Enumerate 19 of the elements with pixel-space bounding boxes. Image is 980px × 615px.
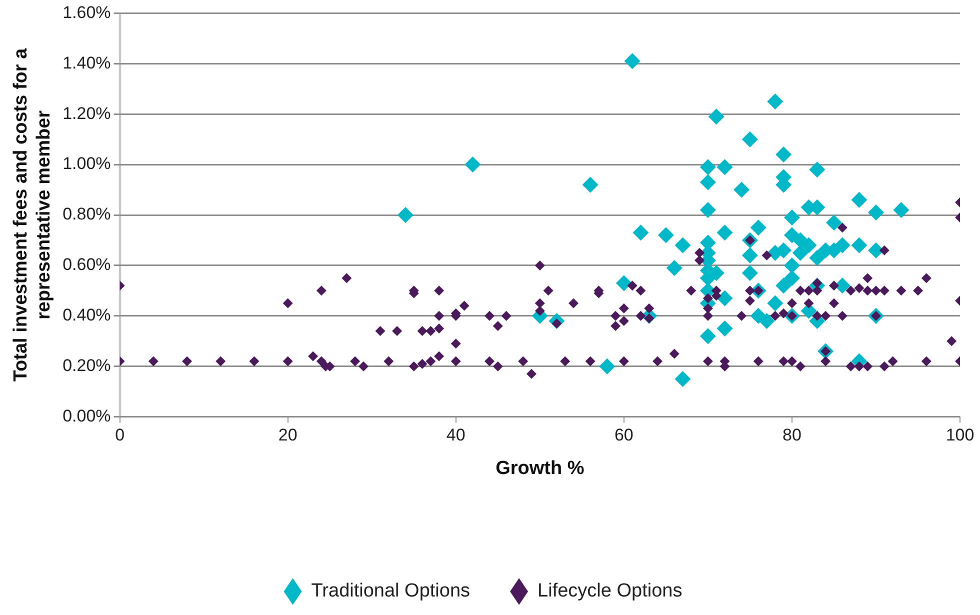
y-tick-label: 0.20% [62,356,111,376]
y-tick-label: 0.40% [62,306,111,325]
x-tick-label: 60 [614,426,634,445]
y-axis-title: Total investment fees and costs for a representative member [10,48,54,382]
y-tick-label: 0.80% [62,204,111,224]
y-tick-label: 1.20% [62,104,111,123]
x-tick-label: 100 [946,426,974,445]
y-tick-label: 1.00% [62,154,111,174]
y-tick-label: 0.60% [62,255,111,274]
x-tick-label: 0 [115,426,125,445]
y-tick-label: 1.60% [62,2,111,22]
x-tick-label: 80 [782,426,802,445]
y-tick-label: 1.40% [62,53,111,72]
x-tick-label: 40 [446,426,466,445]
y-tick-label: 0.00% [62,406,111,426]
legend-label: Traditional Options [311,580,470,602]
legend-label: Lifecycle Options [538,580,682,602]
x-tick-label: 20 [278,426,298,445]
x-axis-title: Growth % [496,458,584,479]
